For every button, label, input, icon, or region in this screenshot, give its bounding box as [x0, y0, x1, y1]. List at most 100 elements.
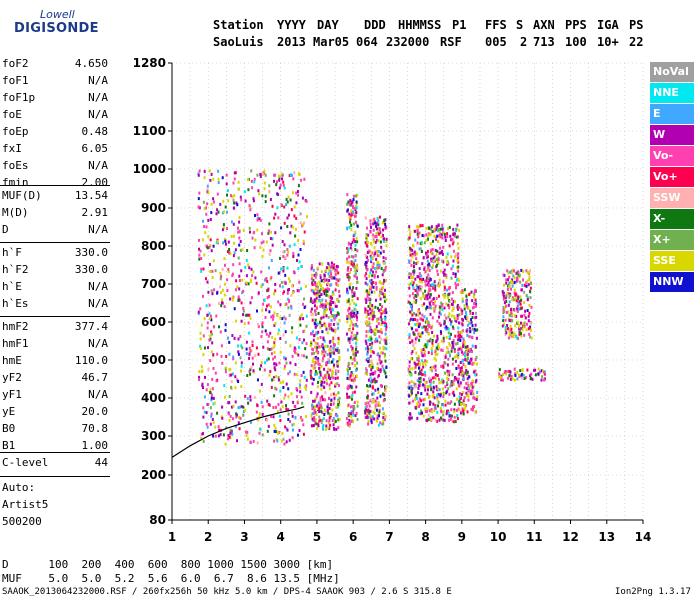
echo-point	[436, 419, 439, 423]
echo-point	[295, 351, 298, 355]
echo-point	[257, 418, 260, 422]
muf-distance-row: D 100 200 400 600 800 1000 1500 3000 [km…	[2, 558, 334, 571]
echo-point	[416, 232, 419, 236]
echo-point	[464, 358, 467, 362]
echo-point	[383, 311, 386, 314]
echo-point	[424, 363, 427, 367]
echo-point	[326, 353, 329, 357]
echo-point	[246, 249, 249, 252]
echo-point	[380, 312, 383, 316]
echo-point	[241, 346, 244, 350]
echo-point	[471, 350, 473, 353]
echo-point	[256, 403, 259, 407]
echo-point	[458, 306, 461, 309]
echo-point	[434, 373, 437, 376]
echo-point	[368, 292, 371, 296]
echo-point	[369, 219, 372, 223]
param-row-foe: foE N/A	[2, 108, 108, 122]
echo-point	[349, 220, 351, 224]
echo-point	[335, 393, 338, 397]
echo-point	[415, 313, 418, 317]
echo-point	[325, 266, 328, 270]
echo-point	[292, 400, 295, 404]
echo-point	[257, 352, 260, 356]
echo-point	[217, 425, 220, 429]
echo-point	[280, 203, 283, 207]
echo-point	[466, 346, 469, 350]
echo-point	[526, 298, 529, 302]
echo-point	[473, 302, 476, 305]
echo-point	[335, 314, 338, 318]
echo-point	[430, 225, 433, 229]
echo-point	[337, 426, 340, 430]
echo-point	[381, 249, 384, 253]
echo-point	[318, 366, 321, 370]
echo-point	[443, 295, 446, 299]
echo-point	[345, 417, 348, 420]
echo-point	[377, 387, 380, 391]
echo-point	[462, 318, 464, 322]
echo-point	[323, 339, 326, 343]
echo-point	[352, 205, 354, 208]
echo-point	[353, 292, 356, 296]
echo-point	[514, 374, 517, 377]
echo-point	[425, 233, 428, 237]
echo-point	[505, 311, 508, 314]
echo-point	[432, 390, 435, 394]
echo-point	[384, 352, 386, 356]
echo-point	[424, 270, 427, 274]
echo-point	[419, 317, 422, 321]
echo-point	[383, 418, 386, 422]
echo-point	[205, 422, 208, 426]
echo-point	[324, 398, 327, 402]
echo-point	[237, 344, 239, 348]
echo-point	[325, 314, 328, 318]
echo-point	[438, 278, 441, 282]
echo-point	[235, 201, 238, 205]
echo-point	[263, 298, 266, 302]
echo-point	[435, 225, 438, 229]
echo-point	[256, 173, 259, 177]
echo-point	[367, 422, 370, 426]
echo-point	[320, 410, 323, 413]
echo-point	[256, 441, 259, 445]
echo-point	[349, 405, 352, 409]
echo-point	[417, 325, 420, 329]
echo-point	[365, 342, 368, 345]
echo-point	[448, 244, 451, 248]
echo-point	[217, 169, 220, 173]
echo-point	[295, 191, 298, 195]
echo-point	[248, 370, 251, 373]
param-name: foEp	[2, 125, 29, 138]
echo-point	[431, 376, 434, 380]
echo-point	[329, 376, 332, 380]
echo-point	[297, 239, 299, 242]
echo-point	[246, 430, 249, 434]
echo-point	[279, 183, 282, 187]
echo-point	[232, 404, 235, 408]
echo-point	[427, 237, 429, 241]
echo-point	[325, 293, 328, 297]
echo-point	[297, 253, 300, 257]
echo-point	[367, 360, 370, 363]
echo-point	[503, 370, 506, 374]
echo-point	[462, 290, 465, 294]
echo-point	[451, 419, 454, 423]
param-name: h`F2	[2, 263, 29, 276]
echo-point	[283, 250, 286, 254]
echo-point	[231, 298, 234, 302]
echo-point	[325, 363, 328, 367]
echo-point	[424, 289, 427, 293]
echo-point	[353, 407, 356, 410]
echo-point	[440, 380, 443, 384]
echo-point	[246, 437, 249, 441]
echo-point	[434, 353, 437, 357]
echo-point	[329, 345, 332, 349]
echo-point	[332, 402, 335, 406]
echo-point	[458, 321, 460, 325]
echo-point	[334, 288, 337, 292]
echo-point	[353, 377, 356, 381]
echo-point	[378, 410, 381, 414]
echo-point	[352, 373, 355, 377]
echo-point	[372, 265, 375, 269]
